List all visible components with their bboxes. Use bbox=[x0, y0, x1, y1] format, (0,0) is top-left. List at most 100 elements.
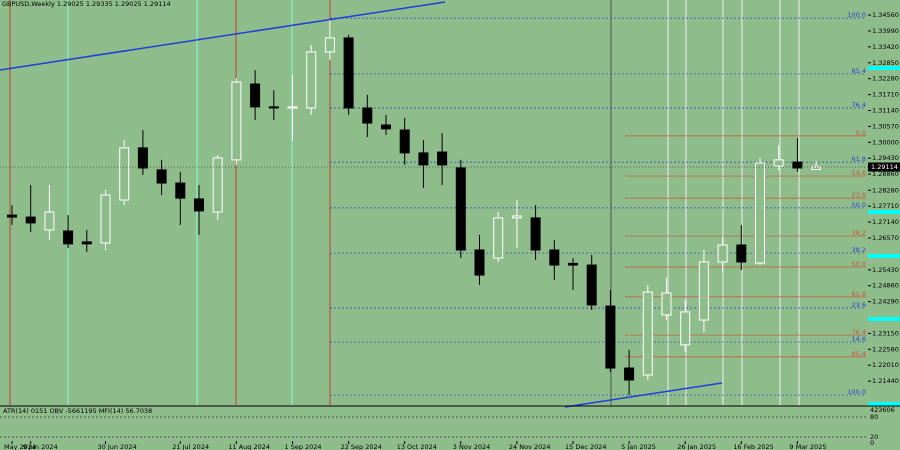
y-tick-label: 1.31140 bbox=[872, 106, 899, 114]
y-tick-label: 1.27710 bbox=[872, 202, 899, 210]
y-tick-label: 1.30000 bbox=[872, 138, 899, 146]
y-tick-label: 1.31710 bbox=[872, 91, 899, 99]
y-tick-label: 1.34560 bbox=[872, 11, 899, 19]
fib-label: 61.8 bbox=[852, 155, 866, 163]
y-tick-label: 1.29430 bbox=[872, 154, 899, 162]
candle-body bbox=[156, 169, 167, 184]
fib-label: 76.4 bbox=[852, 101, 866, 109]
candle-body bbox=[493, 217, 504, 259]
candle-body bbox=[474, 249, 485, 276]
fib-label: 38.2 bbox=[852, 229, 866, 237]
fib-label: 14.6 bbox=[852, 335, 866, 343]
x-tick-label: 1 Sep 2024 bbox=[285, 443, 322, 450]
price-label-box bbox=[868, 162, 900, 172]
indicator-label: ATR(14) 0151 OBV -5661195 MFI(14) 56.703… bbox=[3, 407, 152, 415]
x-tick-label: 9 Jun 2024 bbox=[23, 443, 58, 450]
x-tick-label: 26 Jan 2025 bbox=[677, 443, 716, 450]
fib-label: 50.0 bbox=[852, 201, 866, 209]
candle-body bbox=[343, 37, 354, 109]
candle-body bbox=[437, 151, 448, 166]
trend-line bbox=[564, 382, 723, 408]
vertical-lines bbox=[9, 0, 800, 405]
candle-body bbox=[755, 162, 765, 264]
fib-label: 0.0 bbox=[856, 129, 866, 137]
candle-body bbox=[194, 198, 204, 212]
y-tick-label: 1.28280 bbox=[872, 186, 899, 194]
candle-body bbox=[698, 261, 709, 321]
highlight bbox=[868, 317, 900, 321]
candle-body bbox=[511, 215, 522, 219]
x-tick-label: 30 Jun 2024 bbox=[98, 443, 137, 450]
y-tick-label: 1.22580 bbox=[872, 345, 899, 353]
price-label: 1.29114 bbox=[871, 163, 898, 171]
x-tick-label: 5 Jan 2025 bbox=[621, 443, 656, 450]
fib-label: 100.0 bbox=[847, 388, 866, 396]
candle-body bbox=[287, 106, 298, 109]
y-tick-label: 1.33420 bbox=[872, 43, 899, 51]
chart-title: GBPUSD,Weekly 1.29025 1.29335 1.29025 1.… bbox=[2, 0, 171, 8]
candle-body bbox=[792, 161, 803, 169]
y-tick-label: 1.24290 bbox=[872, 298, 899, 306]
fib-label: 100.0 bbox=[847, 11, 866, 19]
highlight bbox=[868, 210, 900, 214]
fibonacci-levels: 100.0 85.4 76.4 61.8 50.0 38.2 23.6 14.6 0.0 14.6… bbox=[330, 11, 866, 396]
candle-body bbox=[717, 244, 728, 263]
x-tick-label: 24 Nov 2024 bbox=[509, 443, 551, 450]
y-tick-label: 1.25430 bbox=[872, 266, 899, 274]
candle-body bbox=[381, 124, 391, 130]
y-tick-label: 1.32280 bbox=[872, 75, 899, 83]
x-tick-label: 21 Jul 2024 bbox=[172, 443, 209, 450]
y-tick-label: 1.21440 bbox=[872, 377, 899, 385]
candle-body bbox=[119, 147, 130, 201]
candle-body bbox=[306, 51, 317, 109]
fib-label: 61.8 bbox=[852, 290, 866, 298]
fib-label: 23.6 bbox=[852, 301, 866, 309]
candle-body bbox=[568, 262, 578, 266]
indicator-scale-label: 20 bbox=[870, 433, 878, 441]
fib-label: 85.4 bbox=[852, 67, 866, 75]
x-tick-label: May 2024 bbox=[4, 443, 36, 450]
y-tick-label: 1.26570 bbox=[872, 234, 899, 242]
candle-body bbox=[549, 249, 560, 266]
candle-body bbox=[81, 241, 92, 245]
candle-body bbox=[624, 367, 635, 381]
x-tick-label: 13 Oct 2024 bbox=[397, 443, 437, 450]
candle-body bbox=[661, 292, 672, 316]
y-tick-label: 1.23150 bbox=[872, 329, 899, 337]
candle-body bbox=[212, 157, 223, 213]
fib-label: 50.0 bbox=[852, 260, 866, 268]
y-tick-label: 1.22010 bbox=[872, 361, 899, 369]
candle-body bbox=[362, 107, 373, 124]
fib-label: 76.4 bbox=[852, 328, 866, 336]
highlight bbox=[868, 402, 900, 406]
highlight bbox=[868, 66, 900, 70]
x-tick-label: 9 Mar 2025 bbox=[789, 443, 826, 450]
candle-body bbox=[175, 182, 186, 199]
y-axis: 1.34560 1.33990 1.33420 1.32850 1.32280 1.317… bbox=[868, 11, 899, 385]
candle-body bbox=[268, 106, 279, 109]
candle-body bbox=[642, 291, 653, 376]
y-tick-label: 1.27140 bbox=[872, 218, 899, 226]
candle-body bbox=[100, 194, 111, 244]
fib-label: 14.6 bbox=[852, 169, 866, 177]
y-tick-label: 1.32850 bbox=[872, 59, 899, 67]
candles bbox=[0, 20, 868, 396]
y-tick-label: 1.30570 bbox=[872, 122, 899, 130]
candle-body bbox=[63, 230, 74, 245]
candle-body bbox=[455, 167, 466, 251]
candle-body bbox=[736, 244, 747, 263]
x-tick-label: 22 Sep 2024 bbox=[341, 443, 382, 450]
x-tick-label: 15 Dec 2024 bbox=[565, 443, 607, 450]
fib-label: 85.4 bbox=[852, 350, 866, 358]
candle-body bbox=[324, 37, 335, 53]
candle-body bbox=[7, 214, 17, 218]
candle-body bbox=[25, 216, 36, 224]
x-tick-label: 3 Nov 2024 bbox=[453, 443, 491, 450]
trend-line bbox=[0, 1, 446, 71]
indicator-scale-label: 423606 bbox=[870, 406, 895, 414]
x-tick-label: 16 Feb 2025 bbox=[733, 443, 773, 450]
